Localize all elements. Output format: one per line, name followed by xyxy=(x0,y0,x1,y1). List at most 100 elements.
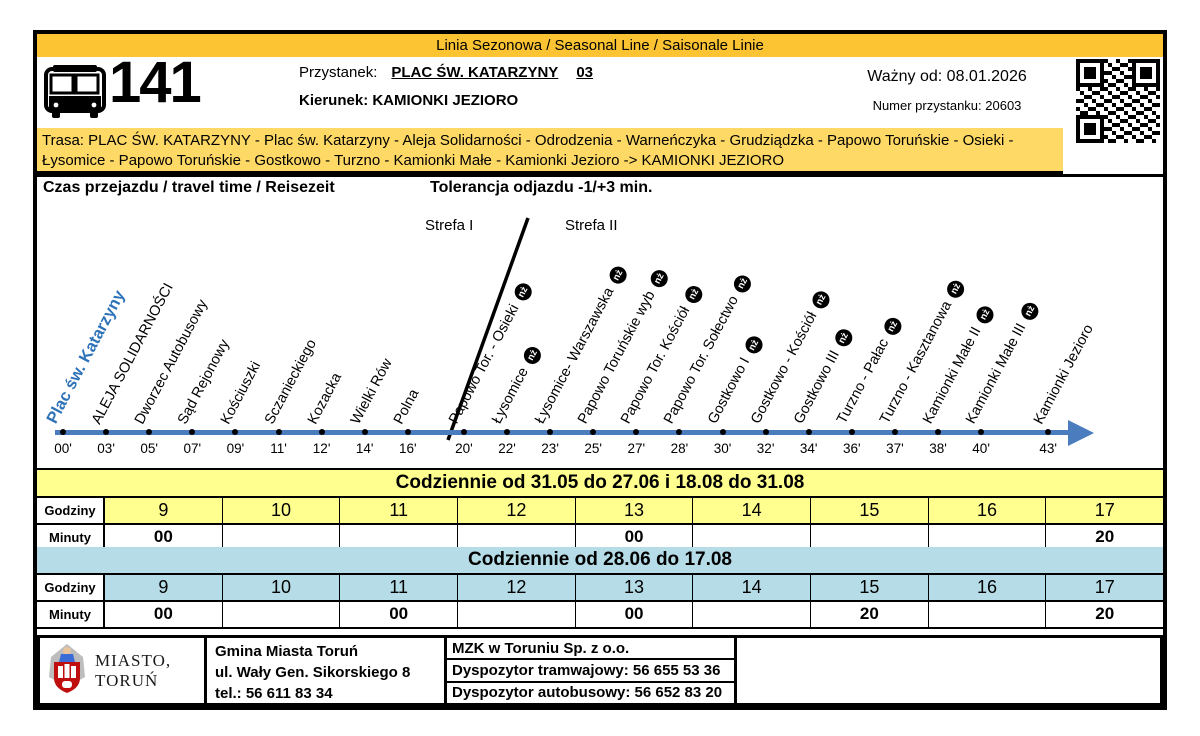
stop-dot xyxy=(1045,429,1052,435)
stop-dot xyxy=(460,429,467,435)
operator-info: MZK w Toruniu Sp. z o.o. Dyspozytor tram… xyxy=(444,635,737,706)
minutes-row: Minuty 00 00 00 20 20 xyxy=(37,602,1164,629)
stop-time: 07' xyxy=(183,441,202,456)
stop-dot xyxy=(146,429,153,435)
stop-time: 14' xyxy=(355,441,374,456)
stop-dot xyxy=(318,429,325,435)
stop-dot xyxy=(935,429,941,435)
hour-cell: 13 xyxy=(575,575,694,600)
minute-cell: 20 xyxy=(811,602,929,627)
stop-dot xyxy=(805,429,812,435)
zone-2-label: Strefa II xyxy=(565,217,618,234)
hour-cell: 12 xyxy=(458,575,576,600)
minute-cell xyxy=(693,525,812,550)
stop-number: Numer przystanku: 20603 xyxy=(872,98,1022,113)
stop-time: 12' xyxy=(312,441,331,456)
stop-time: 16' xyxy=(399,441,417,456)
minute-cell: 00 xyxy=(575,525,694,550)
route-description: Trasa: PLAC ŚW. KATARZYNY - Plac św. Kat… xyxy=(37,128,1063,174)
timeline xyxy=(55,430,1071,435)
timetable-section-summer-1: Codziennie od 31.05 do 27.06 i 18.08 do … xyxy=(37,468,1164,552)
minute-cell: 00 xyxy=(575,602,694,627)
hour-cell: 11 xyxy=(340,575,459,600)
hour-cell: 15 xyxy=(811,575,929,600)
municipality-phone: tel.: 56 611 83 34 xyxy=(215,685,333,702)
stop-dot xyxy=(103,429,110,435)
hour-cell: 16 xyxy=(928,498,1047,523)
stop-dot xyxy=(504,429,510,435)
line-number: 141 xyxy=(109,50,202,115)
stop-dot xyxy=(590,429,597,435)
travel-time-label: Czas przejazdu / travel time / Reisezeit xyxy=(43,179,335,196)
season-line-banner: Linia Sezonowa / Seasonal Line / Saisona… xyxy=(37,34,1163,57)
stop-time: 05' xyxy=(140,441,158,456)
hour-cell: 9 xyxy=(105,575,223,600)
qr-code xyxy=(1075,58,1161,144)
minute-cell xyxy=(811,525,929,550)
stop-time: 28' xyxy=(670,441,689,456)
hours-row: Godziny 9 10 11 12 13 14 15 16 17 xyxy=(37,575,1164,602)
stop-time: 27' xyxy=(627,441,646,456)
minute-cell: 00 xyxy=(105,602,223,627)
stop-dot xyxy=(633,429,640,435)
zone-1-label: Strefa I xyxy=(425,217,474,234)
stop-dot xyxy=(547,429,554,435)
stop-platform: 03 xyxy=(576,64,594,81)
divider xyxy=(37,174,1163,177)
operator-name: MZK w Toruniu Sp. z o.o. xyxy=(447,638,734,661)
minute-cell: 20 xyxy=(1046,525,1164,550)
zone-divider xyxy=(446,217,530,441)
timetable-sheet: Linia Sezonowa / Seasonal Line / Saisona… xyxy=(33,30,1167,710)
stop-dot xyxy=(189,429,196,435)
timetable-period-title: Codziennie od 28.06 do 17.08 xyxy=(37,547,1163,575)
route-diagram: Czas przejazdu / travel time / Reisezeit… xyxy=(37,177,1163,468)
hours-label: Godziny xyxy=(37,498,105,523)
hours-label: Godziny xyxy=(37,575,105,600)
minute-cell xyxy=(458,525,576,550)
hours-row: Godziny 9 10 11 12 13 14 15 16 17 xyxy=(37,498,1164,525)
minute-cell xyxy=(222,525,341,550)
city-logo-line1: MIASTO, xyxy=(95,650,172,670)
header: 141 Przystanek: PLAC ŚW. KATARZYNY 03 Kier… xyxy=(37,50,1163,128)
stop-dot xyxy=(404,429,411,435)
stop-time: 11' xyxy=(270,441,287,456)
stop-time: 03' xyxy=(97,441,115,456)
hour-cell: 12 xyxy=(458,498,576,523)
stop-time: 30' xyxy=(713,441,732,456)
stop-name: PLAC ŚW. KATARZYNY xyxy=(391,64,559,81)
stop-time: 00' xyxy=(54,441,72,456)
stop-time: 43' xyxy=(1039,441,1057,456)
stop-time: 40' xyxy=(972,441,990,456)
stop-time: 20' xyxy=(455,441,473,456)
minutes-label: Minuty xyxy=(37,525,105,550)
stop-time: 23' xyxy=(541,441,559,456)
timetable-section-summer-2: Codziennie od 28.06 do 17.08 Godziny 9 10… xyxy=(37,547,1164,629)
hour-cell: 10 xyxy=(222,575,341,600)
hour-cell: 9 xyxy=(105,498,223,523)
hour-cell: 14 xyxy=(693,575,812,600)
timetable-period-title: Codziennie od 31.05 do 27.06 i 18.08 do … xyxy=(37,468,1163,498)
stop-dot xyxy=(848,429,855,435)
stop-dot xyxy=(232,429,239,435)
minutes-label: Minuty xyxy=(37,602,105,627)
hour-cell: 13 xyxy=(575,498,694,523)
hour-cell: 15 xyxy=(811,498,929,523)
stop-time: 25' xyxy=(584,441,602,456)
stop-dot xyxy=(719,429,726,435)
hour-cell: 11 xyxy=(340,498,459,523)
stop-dot xyxy=(361,429,368,435)
valid-from: Ważny od: 08.01.2026 xyxy=(867,68,1027,85)
stop-dot xyxy=(275,429,282,435)
stop-dot xyxy=(762,429,769,435)
stop-time: 38' xyxy=(929,441,947,456)
hour-cell: 17 xyxy=(1046,575,1164,600)
hour-cell: 14 xyxy=(693,498,812,523)
minute-cell xyxy=(222,602,341,627)
dispatcher-tram-phone: Dyspozytor tramwajowy: 56 655 53 36 xyxy=(447,660,734,683)
minute-cell: 20 xyxy=(1046,602,1164,627)
hour-cell: 16 xyxy=(928,575,1047,600)
minute-cell xyxy=(340,525,459,550)
stop-dot xyxy=(60,429,66,435)
direction-line: Kierunek: KAMIONKI JEZIORO xyxy=(299,92,519,109)
stop-time: 22' xyxy=(498,441,516,456)
